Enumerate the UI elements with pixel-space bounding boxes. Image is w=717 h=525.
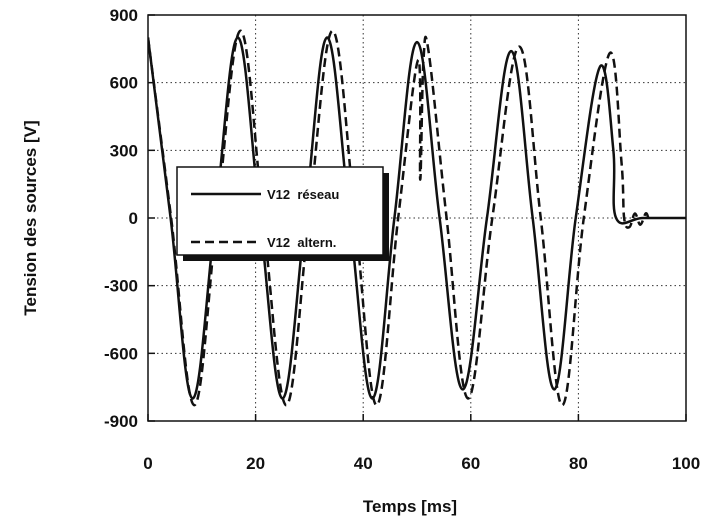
y-tick-label: -600 bbox=[104, 344, 138, 363]
x-tick-label: 80 bbox=[569, 454, 588, 473]
x-tick-label: 20 bbox=[246, 454, 265, 473]
x-tick-label: 100 bbox=[672, 454, 700, 473]
y-tick-label: 0 bbox=[129, 209, 138, 228]
y-tick-label: 600 bbox=[110, 74, 138, 93]
y-tick-label: -300 bbox=[104, 277, 138, 296]
series-group bbox=[148, 29, 686, 407]
legend-label-altern: V12 altern. bbox=[267, 235, 336, 250]
x-tick-label: 60 bbox=[461, 454, 480, 473]
tick-labels: 0 20 40 60 80 100 900 600 300 0 -300 -600 -900 bbox=[104, 6, 700, 473]
y-tick-label: 300 bbox=[110, 141, 138, 160]
legend-box bbox=[176, 166, 384, 256]
y-tick-label: -900 bbox=[104, 412, 138, 431]
legend-label-reseau: V12 réseau bbox=[267, 187, 339, 202]
series-line-1 bbox=[148, 29, 650, 407]
x-tick-label: 40 bbox=[354, 454, 373, 473]
axis-ticks bbox=[147, 14, 687, 422]
x-axis-title: Temps [ms] bbox=[363, 497, 457, 516]
x-tick-label: 0 bbox=[143, 454, 152, 473]
legend: V12 réseau V12 altern. bbox=[176, 166, 389, 261]
y-axis-title: Tension des sources [V] bbox=[21, 120, 40, 315]
y-tick-label: 900 bbox=[110, 6, 138, 25]
